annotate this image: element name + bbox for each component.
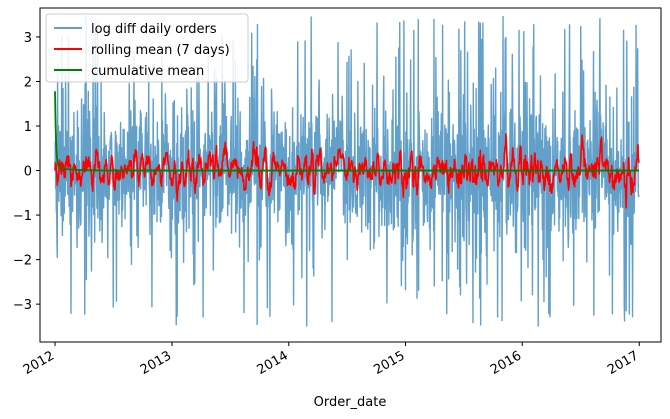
legend-label: rolling mean (7 days) [91, 43, 230, 58]
y-tick-label: 3 [24, 31, 32, 46]
x-tick-label: 2015 [371, 348, 407, 378]
y-tick-label: 2 [24, 75, 32, 90]
x-tick-label: 2016 [488, 348, 524, 378]
y-tick-label: 0 [24, 165, 32, 180]
legend: log diff daily orders rolling mean (7 day… [45, 13, 249, 83]
y-tick-label: −2 [13, 254, 32, 269]
y-tick-label: −3 [13, 298, 32, 313]
y-axis: −3 −2 −1 0 1 2 3 [13, 31, 40, 313]
plot-frame [39, 7, 662, 343]
series-line-cumulative-mean [54, 91, 640, 172]
legend-box [45, 13, 249, 83]
x-tick-label: 2017 [605, 348, 641, 378]
y-tick-label: −1 [13, 209, 32, 224]
x-axis-title: Order_date [314, 395, 387, 410]
series-line-rolling-mean-7-days [54, 132, 640, 209]
y-tick-label: 1 [24, 120, 32, 135]
x-axis: 2012 2013 2014 2015 2016 2017 [21, 342, 641, 378]
legend-label: log diff daily orders [91, 22, 217, 37]
x-tick-label: 2014 [255, 348, 291, 378]
series-line-log-diff-daily-orders [54, 15, 640, 327]
x-tick-label: 2013 [138, 348, 174, 378]
x-tick-label: 2012 [21, 348, 57, 378]
legend-label: cumulative mean [91, 64, 204, 79]
